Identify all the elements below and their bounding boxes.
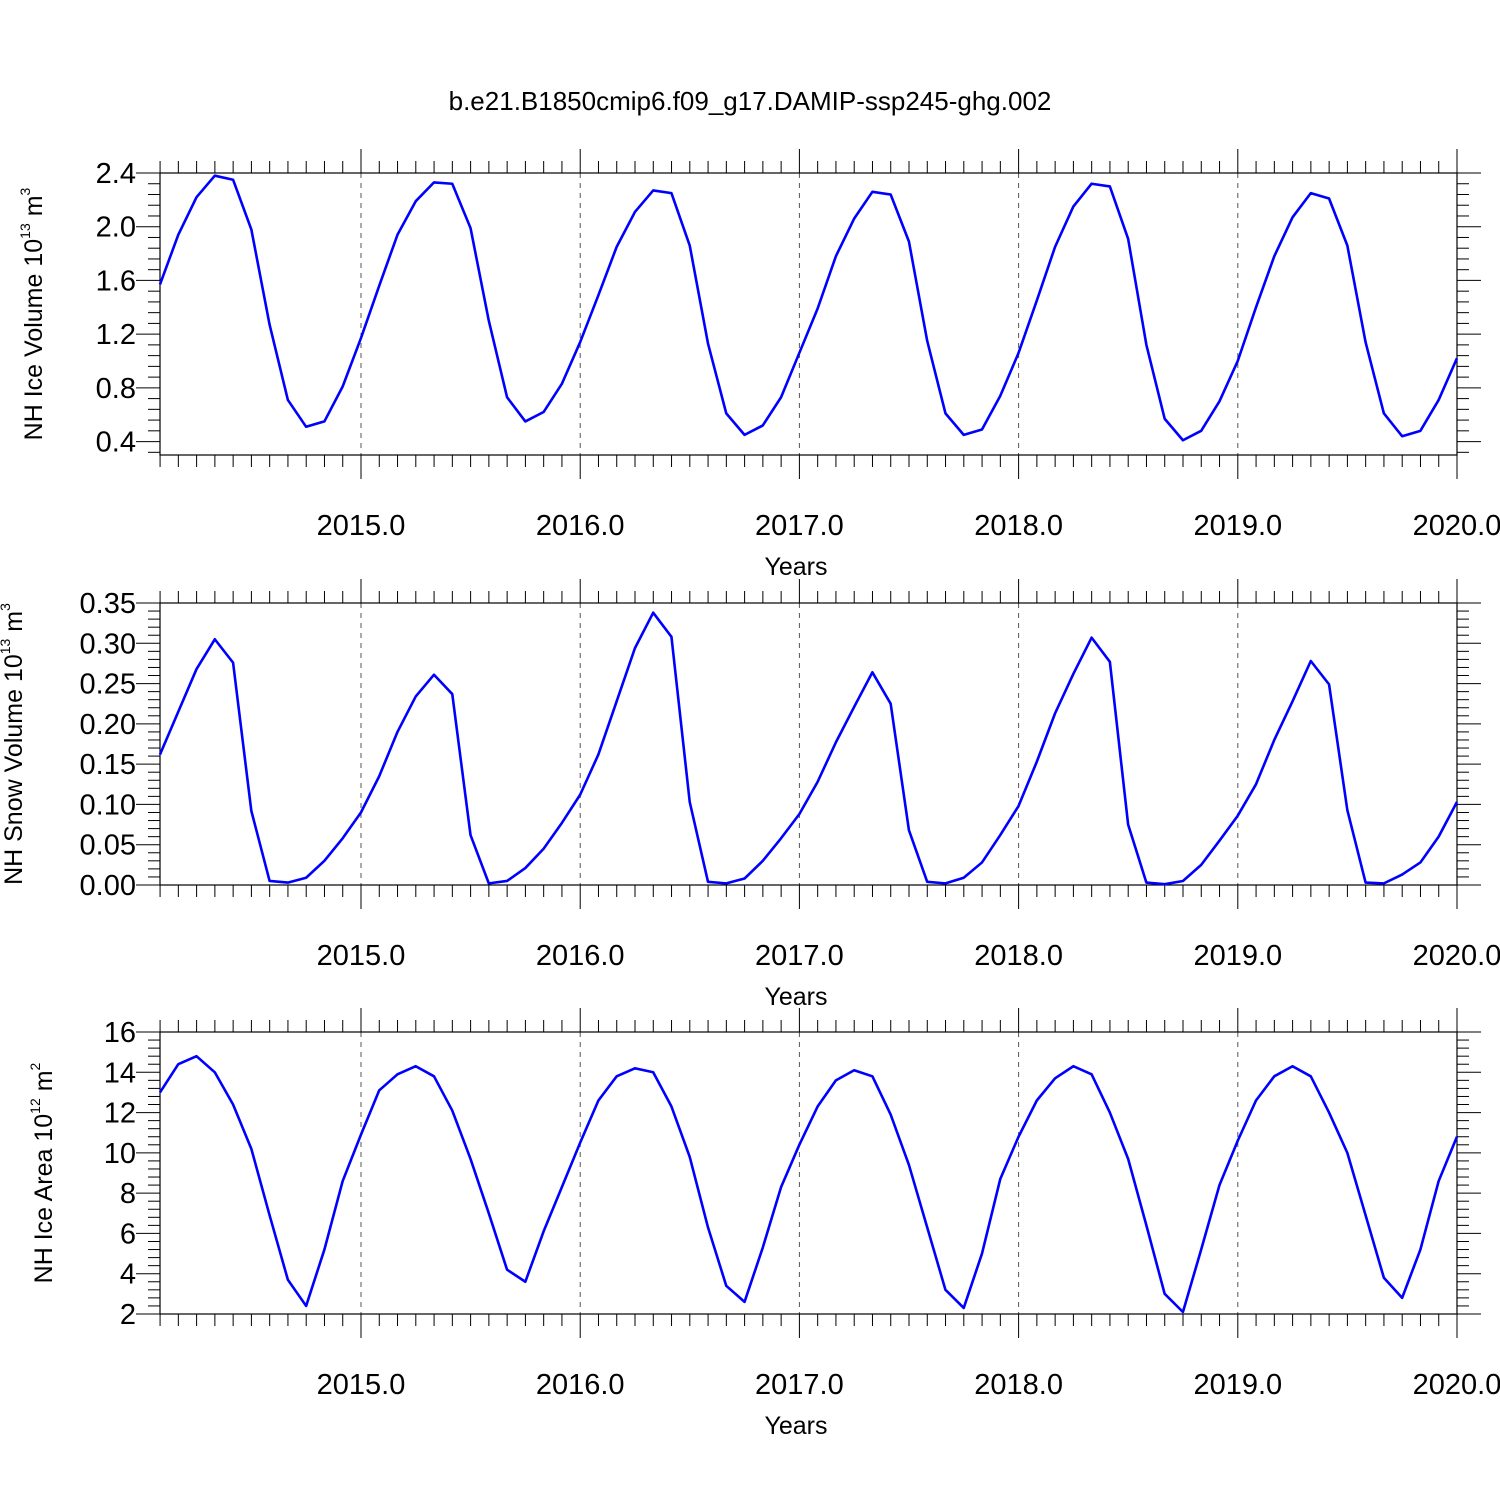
y-axis-label-text: NH Ice Area 10 — [30, 1114, 58, 1284]
x-tick-label: 2019.0 — [1193, 510, 1282, 542]
panel-3: 2 4 6 8 10 12 14 16 2015.0 2016.0 2017.0 2018.0 2019… — [27, 1008, 1500, 1440]
y-tick-label: 0.00 — [80, 870, 136, 902]
x-tick-label: 2017.0 — [755, 940, 844, 972]
y-tick-label: 12 — [104, 1098, 136, 1130]
series-line — [158, 1054, 1459, 1314]
y-tick-label: 0.4 — [96, 427, 136, 459]
x-tick-label: 2017.0 — [755, 510, 844, 542]
y-axis-label-unit: m — [30, 1070, 58, 1098]
panels: 0.4 0.8 1.2 1.6 2.0 2.4 2015.0 2016.0 2017.0 2018… — [0, 149, 1500, 1440]
y-tick-label: 4 — [120, 1259, 136, 1291]
x-tick-label: 2015.0 — [317, 1369, 406, 1401]
y-tick-label: 6 — [120, 1218, 136, 1250]
y-tick-label: 0.20 — [80, 709, 136, 741]
x-axis-label: Years — [764, 553, 827, 581]
y-tick-label: 2.4 — [96, 158, 136, 190]
series-line — [158, 174, 1459, 442]
x-tick-label: 2020.0 — [1413, 940, 1500, 972]
y-axis-label-unit: m — [20, 195, 48, 223]
y-axis-label: NH Snow Volume 1013 m3 — [0, 603, 28, 885]
x-tick-label: 2019.0 — [1193, 940, 1282, 972]
x-tick-label: 2020.0 — [1413, 1369, 1500, 1401]
y-tick-label: 10 — [104, 1138, 136, 1170]
y-axis-label-exponent: 13 — [17, 223, 33, 239]
y-tick-label: 8 — [120, 1178, 136, 1210]
plot-frame — [159, 172, 1458, 456]
y-axis-label-unit-exponent: 3 — [17, 187, 33, 195]
y-tick-label: 14 — [104, 1057, 136, 1089]
series-line — [158, 611, 1459, 886]
x-tick-label: 2017.0 — [755, 1369, 844, 1401]
y-axis-label-exponent: 13 — [0, 638, 13, 654]
y-axis-label-unit-exponent: 2 — [27, 1062, 43, 1070]
x-tick-label: 2019.0 — [1193, 1369, 1282, 1401]
x-tick-label: 2016.0 — [536, 510, 625, 542]
x-tick-label: 2016.0 — [536, 940, 625, 972]
panel-2: 0.00 0.05 0.10 0.15 0.20 0.25 0.30 0.35 2015.0 20… — [0, 579, 1500, 1011]
y-tick-label: 0.25 — [80, 669, 136, 701]
y-tick-label: 0.35 — [80, 588, 136, 620]
x-axis-label: Years — [764, 983, 827, 1011]
y-tick-label: 1.2 — [96, 319, 136, 351]
plot-frame — [159, 1031, 1458, 1315]
y-tick-label: 0.8 — [96, 373, 136, 405]
y-tick-label: 0.15 — [80, 749, 136, 781]
y-tick-label: 0.30 — [80, 628, 136, 660]
y-axis-label: NH Ice Area 1012 m2 — [27, 1062, 58, 1283]
y-axis-label-unit: m — [0, 611, 28, 639]
y-axis-label-unit-exponent: 3 — [0, 603, 13, 611]
y-tick-label: 0.10 — [80, 789, 136, 821]
x-tick-label: 2018.0 — [974, 1369, 1063, 1401]
y-tick-label: 2 — [120, 1299, 136, 1331]
x-tick-label: 2015.0 — [317, 940, 406, 972]
y-axis-label: NH Ice Volume 1013 m3 — [17, 187, 48, 440]
figure-title: b.e21.B1850cmip6.f09_g17.DAMIP-ssp245-gh… — [449, 86, 1052, 116]
plot-frame — [159, 602, 1458, 886]
x-tick-label: 2015.0 — [317, 510, 406, 542]
y-tick-label: 2.0 — [96, 212, 136, 244]
y-axis-label-text: NH Snow Volume 10 — [0, 654, 28, 885]
x-tick-label: 2020.0 — [1413, 510, 1500, 542]
panel-1: 0.4 0.8 1.2 1.6 2.0 2.4 2015.0 2016.0 2017.0 2018… — [17, 149, 1500, 581]
x-tick-label: 2016.0 — [536, 1369, 625, 1401]
y-tick-label: 16 — [104, 1017, 136, 1049]
y-tick-label: 1.6 — [96, 265, 136, 297]
y-axis-label-text: NH Ice Volume 10 — [20, 239, 48, 441]
y-axis-label-exponent: 12 — [27, 1098, 43, 1114]
x-tick-label: 2018.0 — [974, 940, 1063, 972]
y-tick-label: 0.05 — [80, 830, 136, 862]
x-axis-label: Years — [764, 1412, 827, 1440]
x-tick-label: 2018.0 — [974, 510, 1063, 542]
